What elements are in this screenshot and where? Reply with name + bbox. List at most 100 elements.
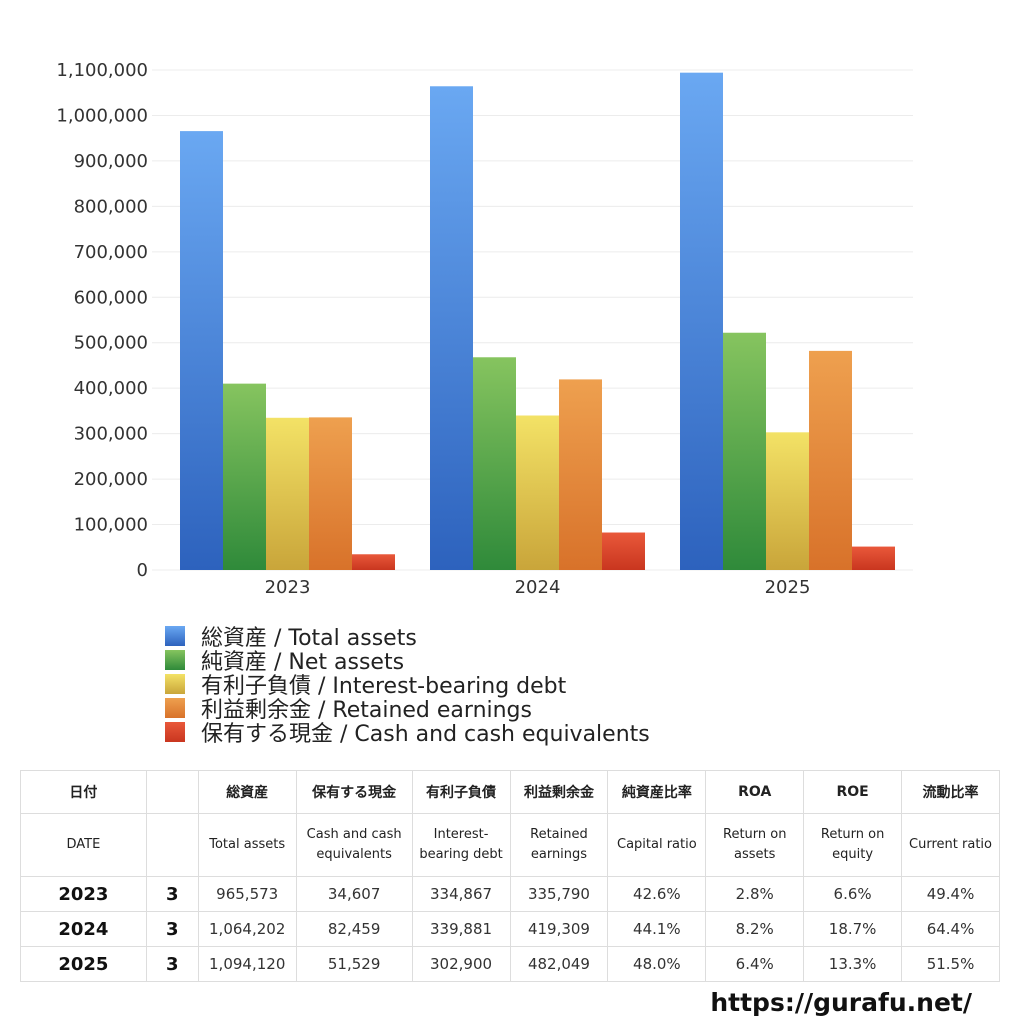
table-row: 2023 3 965,573 34,607 334,867 335,790 42…	[20, 876, 1000, 912]
y-tick-label: 500,000	[74, 333, 148, 354]
bar	[352, 554, 395, 570]
table-cell-year: 2023	[20, 876, 147, 912]
table-cell: 8.2%	[705, 911, 805, 947]
legend-swatch-interest-bearing-debt	[165, 674, 185, 694]
bar	[766, 432, 809, 570]
legend-label: 総資産 / Total assets	[201, 626, 417, 651]
header-en-cell: DATE	[20, 813, 147, 877]
table-cell: 335,790	[509, 876, 609, 912]
bar	[473, 357, 516, 570]
y-tick-label: 800,000	[74, 196, 148, 217]
table-row: 2025 3 1,094,120 51,529 302,900 482,049 …	[20, 946, 1000, 982]
y-tick-label: 1,100,000	[56, 60, 148, 81]
table-cell: 334,867	[411, 876, 511, 912]
legend-swatch-total-assets	[165, 626, 185, 646]
header-jp-cell: 日付	[20, 770, 147, 814]
bar	[309, 417, 352, 570]
legend-label: 保有する現金 / Cash and cash equivalents	[201, 722, 650, 747]
bar	[430, 86, 473, 570]
bar	[223, 383, 266, 570]
table-cell: 339,881	[411, 911, 511, 947]
header-en-cell: Interest-bearing debt	[411, 813, 511, 877]
header-en-cell: Current ratio	[901, 813, 1000, 877]
header-en-cell: Total assets	[197, 813, 297, 877]
header-en-cell: Return on assets	[705, 813, 805, 877]
header-en-cell: Retained earnings	[509, 813, 609, 877]
header-jp-cell	[145, 770, 199, 814]
bar	[723, 332, 766, 570]
table-header-en: DATE Total assets Cash and cash equivale…	[20, 813, 1000, 877]
table-cell: 34,607	[295, 876, 413, 912]
financial-table: 日付 総資産 保有する現金 有利子負債 利益剰余金 純資産比率 ROA ROE …	[20, 770, 1000, 982]
table-cell: 48.0%	[607, 946, 707, 982]
bar	[559, 379, 602, 570]
legend-label: 利益剰余金 / Retained earnings	[201, 698, 532, 723]
table-cell: 2.8%	[705, 876, 805, 912]
table-cell: 302,900	[411, 946, 511, 982]
legend-item-net-assets: 純資産 / Net assets	[165, 648, 650, 675]
header-jp-cell: ROE	[803, 770, 903, 814]
bar	[516, 415, 559, 570]
y-tick-label: 0	[137, 560, 148, 581]
legend-label: 純資産 / Net assets	[201, 650, 405, 675]
table-header-jp: 日付 総資産 保有する現金 有利子負債 利益剰余金 純資産比率 ROA ROE …	[20, 770, 1000, 814]
table-cell-year: 2025	[20, 946, 147, 982]
table-cell: 51.5%	[901, 946, 1000, 982]
bar	[680, 72, 723, 570]
legend-item-retained-earnings: 利益剰余金 / Retained earnings	[165, 696, 650, 723]
header-en-cell	[145, 813, 199, 877]
bar-chart: 0 100,000 200,000 300,000 400,000 500,000 600,…	[56, 60, 913, 598]
legend-item-cash: 保有する現金 / Cash and cash equivalents	[165, 720, 650, 747]
table-cell-year: 2024	[20, 911, 147, 947]
bars	[180, 72, 895, 570]
table-cell: 18.7%	[803, 911, 903, 947]
header-jp-cell: 保有する現金	[295, 770, 413, 814]
table-cell: 1,064,202	[197, 911, 297, 947]
header-jp-cell: 利益剰余金	[509, 770, 609, 814]
table-cell: 82,459	[295, 911, 413, 947]
legend-swatch-cash	[165, 722, 185, 742]
header-jp-cell: 総資産	[197, 770, 297, 814]
y-tick-label: 700,000	[74, 242, 148, 263]
table-cell: 482,049	[509, 946, 609, 982]
header-en-cell: Cash and cash equivalents	[295, 813, 413, 877]
table-cell-month: 3	[145, 911, 199, 947]
x-tick-label: 2024	[515, 577, 561, 598]
y-tick-label: 300,000	[74, 424, 148, 445]
header-jp-cell: 純資産比率	[607, 770, 707, 814]
y-tick-label: 400,000	[74, 378, 148, 399]
bar	[266, 417, 309, 570]
x-axis-tick-labels: 2023 2024 2025	[265, 577, 811, 598]
y-tick-label: 200,000	[74, 469, 148, 490]
table-cell: 419,309	[509, 911, 609, 947]
header-jp-cell: 有利子負債	[411, 770, 511, 814]
legend-item-total-assets: 総資産 / Total assets	[165, 624, 650, 651]
table-cell: 6.4%	[705, 946, 805, 982]
y-tick-label: 900,000	[74, 151, 148, 172]
table-cell: 64.4%	[901, 911, 1000, 947]
x-tick-label: 2023	[265, 577, 311, 598]
y-tick-label: 100,000	[74, 515, 148, 536]
table-cell: 13.3%	[803, 946, 903, 982]
y-tick-label: 600,000	[74, 287, 148, 308]
x-tick-label: 2025	[765, 577, 811, 598]
legend-swatch-retained-earnings	[165, 698, 185, 718]
header-jp-cell: 流動比率	[901, 770, 1000, 814]
y-tick-label: 1,000,000	[56, 105, 148, 126]
table-cell: 44.1%	[607, 911, 707, 947]
legend-swatch-net-assets	[165, 650, 185, 670]
y-axis-tick-labels: 0 100,000 200,000 300,000 400,000 500,000 600,…	[56, 60, 148, 581]
table-row: 2024 3 1,064,202 82,459 339,881 419,309 …	[20, 911, 1000, 947]
bar	[180, 131, 223, 570]
site-url[interactable]: https://gurafu.net/	[710, 988, 972, 1017]
table-cell: 6.6%	[803, 876, 903, 912]
legend: 総資産 / Total assets 純資産 / Net assets 有利子負…	[165, 624, 650, 747]
table-cell-month: 3	[145, 876, 199, 912]
bar	[809, 350, 852, 570]
bar	[602, 532, 645, 570]
legend-item-interest-bearing-debt: 有利子負債 / Interest-bearing debt	[165, 672, 650, 699]
table-cell: 51,529	[295, 946, 413, 982]
header-en-cell: Capital ratio	[607, 813, 707, 877]
table-cell: 42.6%	[607, 876, 707, 912]
table-cell: 1,094,120	[197, 946, 297, 982]
